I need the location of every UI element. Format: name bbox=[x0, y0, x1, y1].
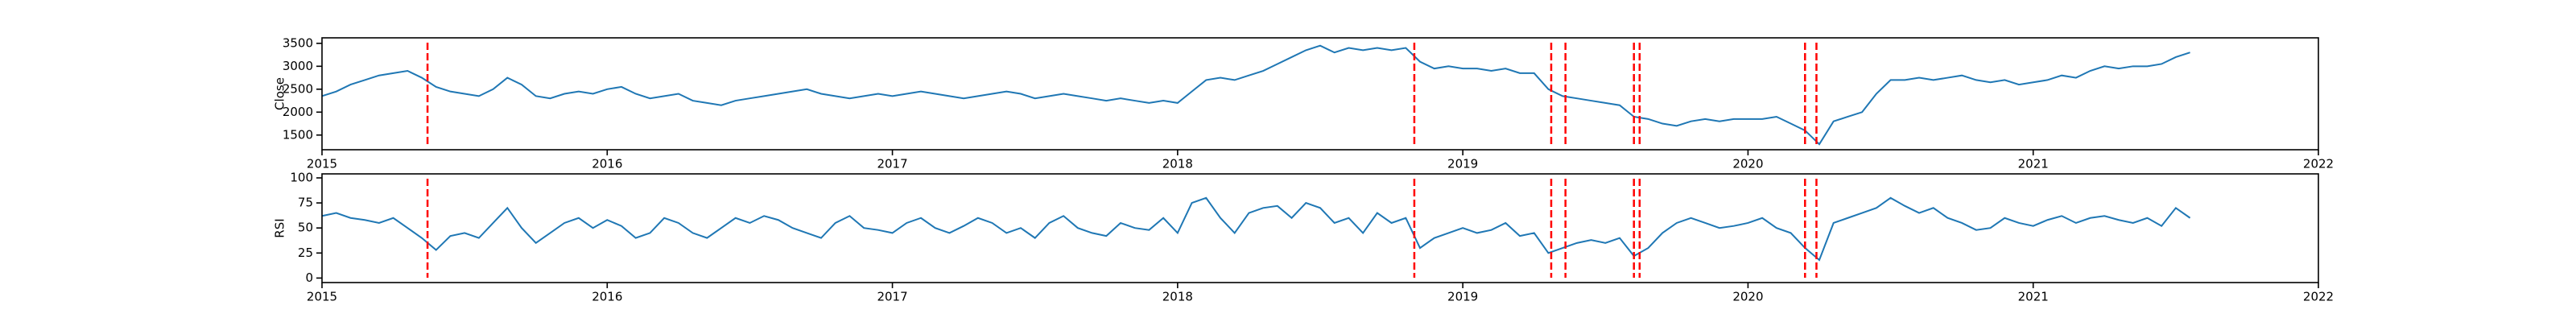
x-tick-label: 2019 bbox=[1447, 290, 1478, 304]
x-tick-label: 2021 bbox=[2018, 290, 2049, 304]
x-tick-label: 2015 bbox=[307, 290, 337, 304]
x-tick-label: 2019 bbox=[1447, 157, 1478, 171]
x-tick-label: 2015 bbox=[307, 157, 337, 171]
x-tick-label: 2018 bbox=[1162, 290, 1193, 304]
y-tick-label: 1500 bbox=[283, 127, 313, 142]
x-tick-label: 2020 bbox=[1732, 157, 1763, 171]
y-axis-label: RSI bbox=[273, 218, 287, 237]
x-tick-label: 2017 bbox=[877, 290, 907, 304]
x-tick-label: 2022 bbox=[2303, 157, 2334, 171]
y-tick-label: 2000 bbox=[283, 105, 313, 119]
x-tick-label: 2020 bbox=[1732, 290, 1763, 304]
y-tick-label: 3500 bbox=[283, 35, 313, 50]
x-tick-label: 2016 bbox=[592, 290, 622, 304]
y-tick-label: 0 bbox=[305, 270, 313, 285]
y-tick-label: 25 bbox=[298, 246, 313, 260]
x-tick-label: 2016 bbox=[592, 157, 622, 171]
x-tick-label: 2017 bbox=[877, 157, 907, 171]
data-line bbox=[321, 44, 2190, 146]
x-tick-label: 2018 bbox=[1162, 157, 1193, 171]
y-axis-label: Close bbox=[273, 77, 287, 110]
y-tick-label: 75 bbox=[298, 196, 313, 210]
x-tick-label: 2021 bbox=[2018, 157, 2049, 171]
y-tick-label: 100 bbox=[290, 170, 313, 184]
axes-frame bbox=[321, 37, 2319, 151]
axes-frame bbox=[321, 173, 2319, 283]
x-tick-label: 2022 bbox=[2303, 290, 2334, 304]
y-tick-label: 50 bbox=[298, 221, 313, 235]
data-line bbox=[321, 196, 2191, 262]
y-tick-label: 2500 bbox=[283, 81, 313, 96]
y-tick-label: 3000 bbox=[283, 59, 313, 73]
